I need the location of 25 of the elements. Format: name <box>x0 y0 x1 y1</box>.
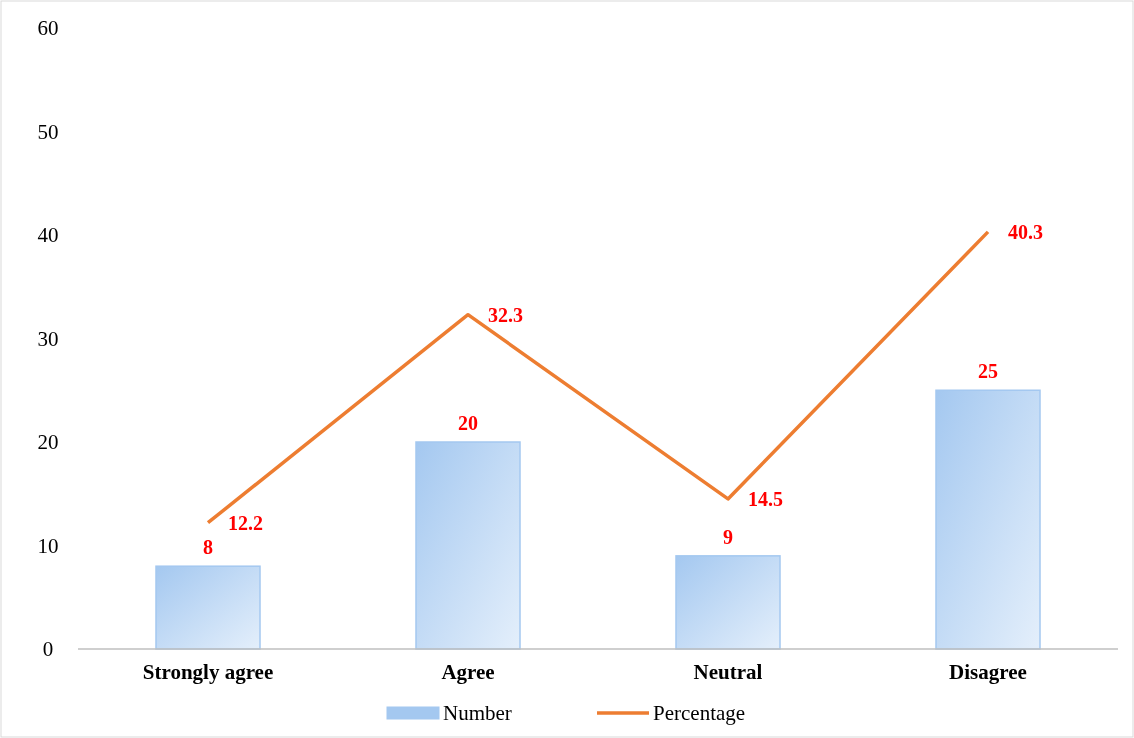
x-tick-label: Disagree <box>949 660 1027 684</box>
bar <box>155 565 261 650</box>
y-tick-label: 30 <box>37 326 59 351</box>
x-tick-label: Agree <box>441 660 495 684</box>
y-tick-label: 60 <box>37 16 59 40</box>
bar <box>675 555 781 650</box>
x-tick-label: Strongly agree <box>142 660 274 684</box>
data-label: 9 <box>723 525 733 548</box>
y-tick-label: 40 <box>37 223 59 247</box>
data-label: 40.3 <box>1008 220 1043 243</box>
y-tick-label: 20 <box>37 430 59 454</box>
data-label: 25 <box>978 360 998 383</box>
legend-label: Number <box>443 701 512 725</box>
y-tick-label: 0 <box>42 637 54 661</box>
data-label: 14.5 <box>748 487 783 510</box>
bar <box>935 389 1041 650</box>
bar <box>415 441 521 650</box>
y-tick-label: 50 <box>37 119 59 144</box>
data-label: 12.2 <box>228 511 263 534</box>
legend-label: Percentage <box>653 701 746 725</box>
x-tick-label: Neutral <box>693 660 763 684</box>
data-label: 20 <box>458 412 478 434</box>
y-tick-label: 10 <box>37 533 59 558</box>
data-label: 8 <box>203 536 213 559</box>
data-label: 32.3 <box>488 303 523 326</box>
